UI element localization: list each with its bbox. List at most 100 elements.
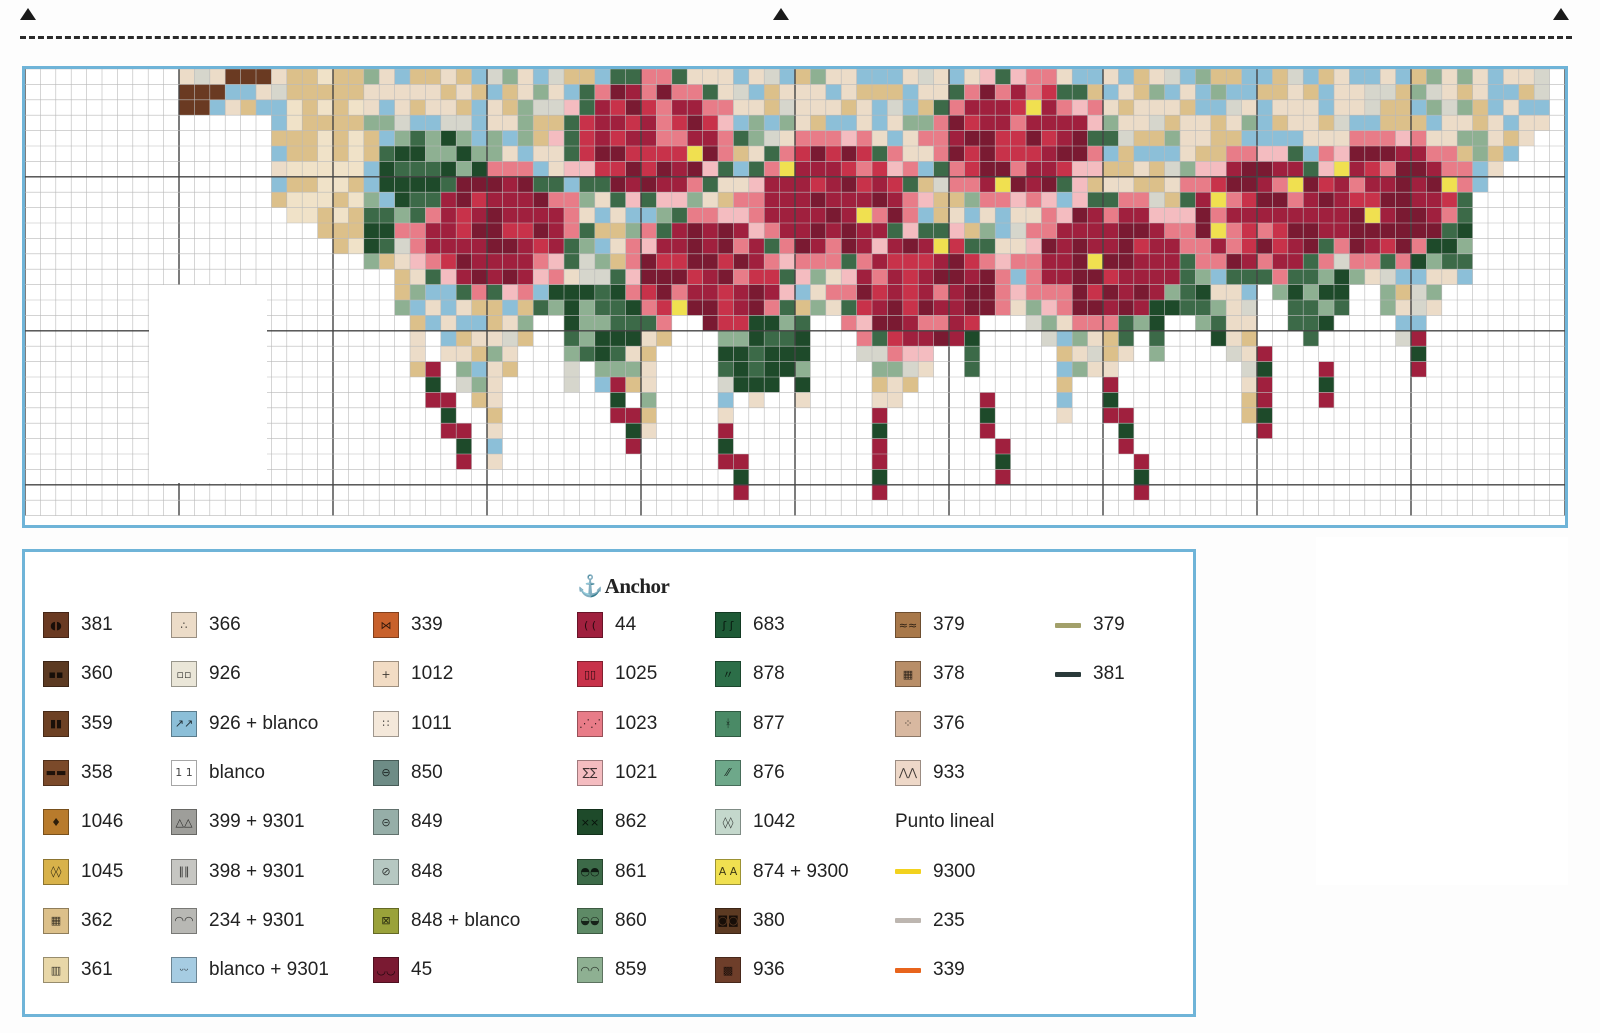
stitch-cell (887, 346, 903, 362)
stitch-cell (502, 330, 518, 347)
stitch-cell (1472, 130, 1488, 146)
stitch-cell (671, 115, 688, 131)
stitch-cell (887, 115, 903, 131)
stitch-cell (1226, 161, 1242, 177)
stitch-cell (1118, 253, 1134, 270)
stitch-cell (1056, 69, 1073, 85)
stitch-cell (1257, 115, 1273, 131)
thread-swatch: ◡◡ (373, 957, 399, 984)
stitch-cell (456, 69, 472, 85)
stitch-cell (1257, 423, 1273, 439)
stitch-cell (1133, 469, 1150, 485)
thread-swatch: ↗↗ (171, 710, 197, 737)
stitch-cell (641, 176, 657, 193)
anchor-icon: ⚓ (577, 574, 603, 598)
stitch-cell (779, 99, 795, 116)
stitch-cell (1257, 238, 1273, 254)
stitch-cell (964, 269, 980, 285)
stitch-cell (918, 115, 934, 131)
stitch-cell (1226, 253, 1242, 270)
stitch-cell (1411, 315, 1427, 331)
stitch-cell (872, 115, 888, 131)
stitch-cell (625, 130, 641, 146)
stitch-cell (872, 161, 888, 177)
stitch-cell (733, 300, 749, 316)
stitch-cell (1026, 99, 1042, 116)
thread-code: 399 + 9301 (209, 811, 305, 833)
stitch-cell (564, 69, 580, 85)
thread-swatch: ◠◠ (171, 907, 197, 934)
stitch-cell (841, 115, 857, 131)
stitch-cell (625, 269, 641, 285)
stitch-cell (317, 99, 333, 116)
stitch-cell (1103, 146, 1119, 162)
stitch-cell (625, 69, 641, 85)
stitch-cell (718, 207, 734, 223)
stitch-cell (610, 315, 626, 331)
stitch-cell (502, 161, 518, 177)
stitch-cell (379, 161, 395, 177)
stitch-cell (1210, 284, 1227, 300)
stitch-cell (1072, 300, 1088, 316)
stitch-cell (856, 115, 872, 131)
stitch-cell (933, 146, 949, 162)
stitch-cell (579, 223, 595, 239)
stitch-cell (1488, 69, 1504, 85)
stitch-cell (1349, 223, 1365, 239)
stitch-cell (718, 192, 734, 208)
stitch-cell (887, 146, 903, 162)
stitch-cell (1103, 223, 1119, 239)
stitch-cell (1287, 207, 1304, 223)
stitch-cell (949, 253, 965, 270)
stitch-cell (209, 69, 226, 85)
stitch-cell (1380, 69, 1396, 85)
stitch-cell (579, 130, 595, 146)
stitch-cell (1056, 315, 1073, 331)
stitch-cell (1149, 115, 1165, 131)
stitch-cell (517, 161, 534, 177)
stitch-cell (1149, 146, 1165, 162)
thread-code: 876 (753, 761, 785, 783)
stitch-cell (979, 223, 996, 239)
stitch-cell (487, 454, 503, 470)
stitch-cell (1133, 269, 1150, 285)
stitch-cell (1149, 130, 1165, 146)
stitch-cell (333, 69, 349, 85)
stitch-cell (1118, 330, 1134, 347)
stitch-cell (440, 346, 457, 362)
stitch-cell (1318, 161, 1334, 177)
stitch-cell (918, 253, 934, 270)
stitch-cell (733, 130, 749, 146)
stitch-cell (1441, 161, 1458, 177)
stitch-cell (579, 284, 595, 300)
stitch-cell (979, 300, 996, 316)
stitch-cell (425, 315, 441, 331)
legend-entry: ◠◠ 234 + 9301 (171, 906, 305, 936)
stitch-cell (302, 146, 318, 162)
legend-entry: ⁄⁄ 876 (715, 758, 785, 788)
stitch-cell (702, 84, 718, 100)
cut-line-dashed (20, 36, 1572, 39)
stitch-cell (456, 300, 472, 316)
stitch-cell (487, 346, 503, 362)
stitch-cell (471, 284, 487, 300)
stitch-cell (1287, 99, 1304, 116)
stitch-cell (1395, 207, 1411, 223)
stitch-cell (348, 69, 364, 85)
stitch-cell (410, 253, 426, 270)
stitch-cell (502, 69, 518, 85)
stitch-cell (964, 361, 980, 377)
stitch-cell (795, 315, 811, 331)
stitch-cell (1180, 115, 1196, 131)
stitch-cell (610, 115, 626, 131)
stitch-cell (1164, 207, 1180, 223)
stitch-cell (271, 130, 287, 146)
stitch-cell (795, 130, 811, 146)
stitch-cell (471, 115, 487, 131)
stitch-cell (733, 454, 749, 470)
stitch-cell (317, 115, 333, 131)
stitch-cell (748, 130, 765, 146)
stitch-cell (625, 300, 641, 316)
stitch-cell (1149, 300, 1165, 316)
stitch-cell (1010, 253, 1026, 270)
